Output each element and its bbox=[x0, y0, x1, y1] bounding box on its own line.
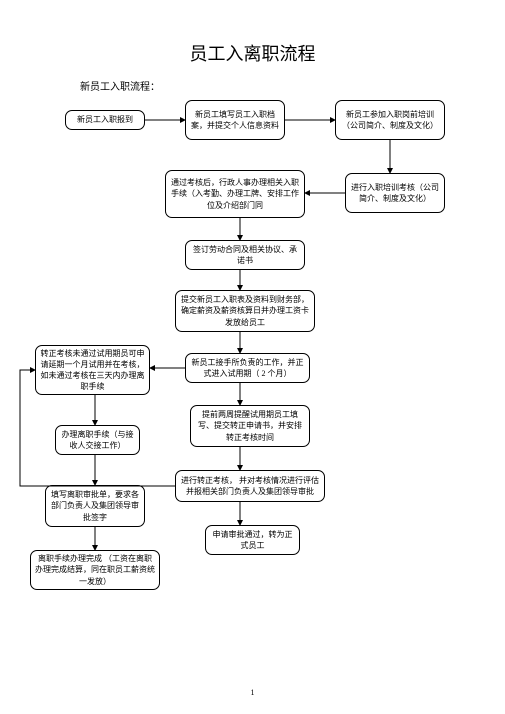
flow-node-n9: 提前两周提醒试用期员工填写、提交转正申请书，并安排转正考核时间 bbox=[190, 405, 310, 447]
flow-node-n8: 新员工接手所负责的工作，并正式进入试用期（ 2 个月） bbox=[185, 353, 310, 383]
flow-node-n6: 签订劳动合同及相关协议、承诺书 bbox=[185, 240, 305, 270]
flow-node-n5: 通过考核后，行政人事办理相关入职手续（入考勤、办理工牌、安排工作位及介绍部门同 bbox=[165, 170, 305, 218]
flow-node-n10: 进行转正考核， 并对考核情况进行评估并报相关部门负责人及集团领导审批 bbox=[175, 470, 325, 502]
flow-node-l4: 离职手续办理完成 （工资在离职办理完成结算，同在职员工薪资统一发放） bbox=[30, 550, 160, 590]
flow-node-n11: 申请审批通过，转为正式员工 bbox=[205, 525, 300, 555]
flow-node-l3: 填写离职审批单，要求各部门负责人及集团领导审批签字 bbox=[45, 485, 145, 527]
page-title: 员工入离职流程 bbox=[0, 40, 505, 66]
page-number: 1 bbox=[0, 688, 505, 697]
flow-node-n2: 新员工填写员工入职档案，并提交个人信息资料 bbox=[185, 100, 285, 140]
flow-node-n4: 进行入职培训考核（公司简介、制度及文化） bbox=[345, 173, 445, 213]
flow-node-n3: 新员工参加入职岗前培训（公司简介、制度及文化） bbox=[335, 100, 445, 140]
flow-node-n1: 新员工入职报到 bbox=[65, 110, 145, 130]
flow-node-n7: 提交新员工入职表及资料到财务部，确定薪资及薪资核算日并办理工资卡发放给员工 bbox=[175, 290, 315, 332]
flow-node-l1: 转正考核未通过试用期员可申请延期一个月试用并在考核，如未通过考核在三天内办理离职… bbox=[35, 345, 150, 395]
flow-node-l2: 办理离职手续（与接收人交接工作） bbox=[55, 425, 140, 455]
section-subtitle: 新员工入职流程： bbox=[80, 78, 160, 93]
